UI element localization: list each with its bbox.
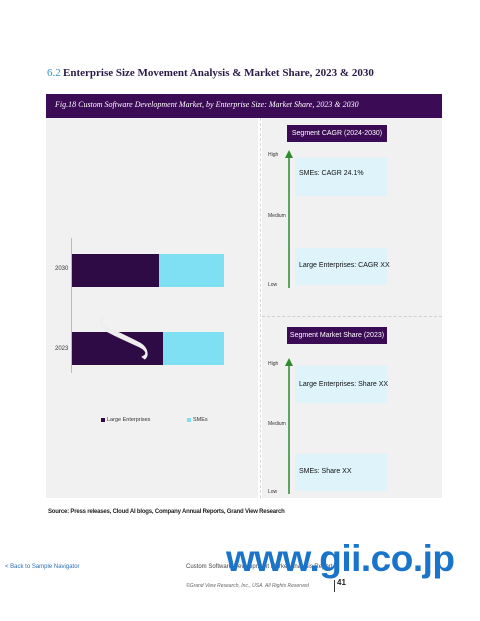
cagr-scale-low: Low <box>268 282 278 288</box>
share-top-box: Large Enterprises: Share XX <box>295 366 389 403</box>
figure-caption-bar <box>46 94 442 118</box>
chart-panel <box>46 118 258 498</box>
cagr-bottom-box-text: Large Enterprises: CAGR XX <box>299 262 390 269</box>
panel-divider-horizontal <box>262 316 442 317</box>
bar-chart: 2030 2023 Large Enterprises SMEs <box>46 118 258 498</box>
chart-plot-area: 2030 2023 Large Enterprises SMEs <box>46 118 258 498</box>
bar-2023-large-enterprises <box>72 332 164 365</box>
chart-legend: Large Enterprises SMEs <box>101 417 251 425</box>
share-bottom-box-text: SMEs: Share XX <box>299 468 352 475</box>
share-up-arrow-icon <box>285 358 293 494</box>
cagr-top-box-text: SMEs: CAGR 24.1% <box>299 170 364 177</box>
section-number: 6.2 <box>47 67 61 79</box>
page-number: 41 <box>337 578 346 587</box>
share-scale-low: Low <box>268 489 278 495</box>
share-scale-high: High <box>268 361 279 367</box>
back-to-sample-navigator-link[interactable]: < Back to Sample Navigator <box>5 564 80 570</box>
bar-2030-large-enterprises <box>72 254 159 287</box>
cagr-scale-medium: Medium <box>268 213 286 219</box>
site-watermark: www.gii.co.jp <box>226 538 455 579</box>
category-label-2023: 2023 <box>55 346 69 352</box>
footer-report-title: Custom Software Development Market Analy… <box>186 564 333 570</box>
legend-swatch-smes <box>187 418 191 422</box>
legend-swatch-large-enterprises <box>101 418 105 422</box>
panel-divider-vertical <box>260 118 261 498</box>
legend-label-large-enterprises: Large Enterprises <box>107 417 151 423</box>
share-panel-header: Segment Market Share (2023) <box>287 327 387 344</box>
source-note: Source: Press releases, Cloud AI blogs, … <box>48 509 285 515</box>
footer-copyright: ©Grand View Research, Inc., USA. All Rig… <box>186 583 309 589</box>
page-number-marker <box>334 580 335 592</box>
bar-2023-smes <box>163 332 224 365</box>
section-title: Enterprise Size Movement Analysis & Mark… <box>63 67 374 79</box>
bar-2030-smes <box>158 254 224 287</box>
legend-label-smes: SMEs <box>193 417 208 423</box>
figure-caption: Fig.18 Custom Software Development Marke… <box>55 100 359 109</box>
y-axis-line <box>71 238 72 373</box>
share-bottom-box: SMEs: Share XX <box>295 454 387 491</box>
share-top-box-text: Large Enterprises: Share XX <box>299 381 389 388</box>
cagr-top-box: SMEs: CAGR 24.1% <box>295 158 387 196</box>
category-label-2030: 2030 <box>55 266 69 272</box>
cagr-up-arrow-icon <box>285 150 293 288</box>
cagr-scale-high: High <box>268 152 279 158</box>
cagr-panel-header: Segment CAGR (2024-2030) <box>287 125 387 142</box>
share-scale-medium: Medium <box>268 421 286 427</box>
cagr-bottom-box: Large Enterprises: CAGR XX <box>295 248 390 285</box>
